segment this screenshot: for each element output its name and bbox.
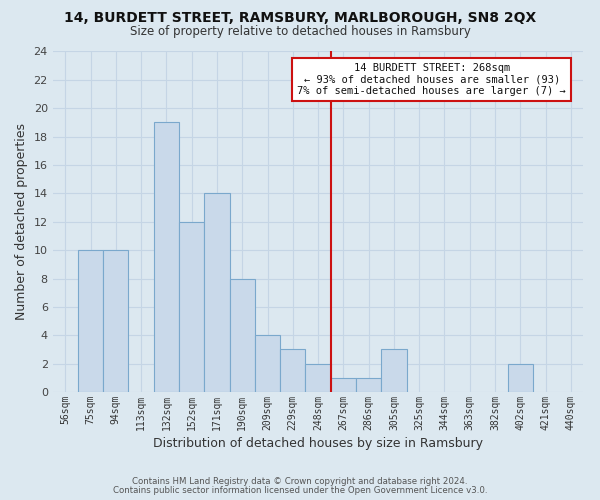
Bar	[154, 122, 179, 392]
Bar	[356, 378, 381, 392]
Text: Contains public sector information licensed under the Open Government Licence v3: Contains public sector information licen…	[113, 486, 487, 495]
Bar	[280, 350, 305, 392]
Bar	[179, 222, 205, 392]
Bar	[255, 336, 280, 392]
Bar	[103, 250, 128, 392]
Bar	[305, 364, 331, 392]
Text: 14 BURDETT STREET: 268sqm
← 93% of detached houses are smaller (93)
7% of semi-d: 14 BURDETT STREET: 268sqm ← 93% of detac…	[298, 63, 566, 96]
Bar	[78, 250, 103, 392]
Bar	[331, 378, 356, 392]
Bar	[205, 194, 230, 392]
Bar	[381, 350, 407, 392]
Text: Size of property relative to detached houses in Ramsbury: Size of property relative to detached ho…	[130, 25, 470, 38]
Bar	[230, 278, 255, 392]
X-axis label: Distribution of detached houses by size in Ramsbury: Distribution of detached houses by size …	[153, 437, 483, 450]
Y-axis label: Number of detached properties: Number of detached properties	[15, 124, 28, 320]
Bar	[508, 364, 533, 392]
Text: 14, BURDETT STREET, RAMSBURY, MARLBOROUGH, SN8 2QX: 14, BURDETT STREET, RAMSBURY, MARLBOROUG…	[64, 11, 536, 25]
Text: Contains HM Land Registry data © Crown copyright and database right 2024.: Contains HM Land Registry data © Crown c…	[132, 478, 468, 486]
